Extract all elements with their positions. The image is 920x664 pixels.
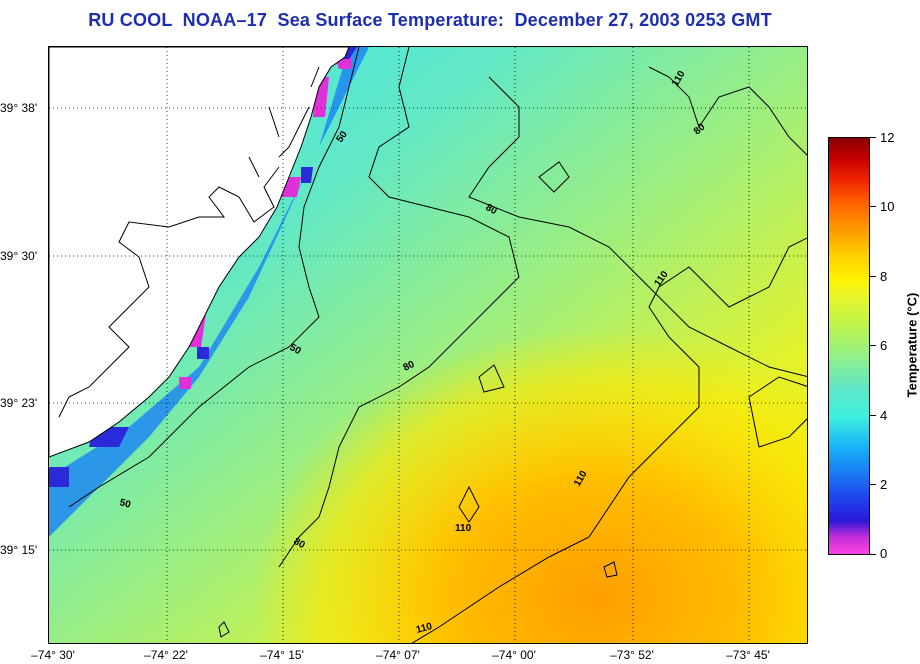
sst-map[interactable]: 110 80 50 80 110 50 80 110 50 80 110 110 [48, 46, 808, 644]
temperature-colorbar [828, 137, 870, 555]
lat-label: 39° 15' [0, 543, 38, 557]
colorbar-tick: 6 [880, 338, 888, 353]
lon-label: –73° 45' [726, 648, 770, 662]
colorbar-tick: 4 [880, 408, 888, 423]
contour-label: 80 [402, 359, 417, 374]
colorbar-tick: 0 [880, 546, 888, 561]
bay-outlines [58, 66, 320, 418]
map-title: RU COOL NOAA–17 Sea Surface Temperature:… [88, 10, 772, 30]
contour-label: 80 [484, 202, 500, 217]
colorbar-tick: 8 [880, 269, 888, 284]
contour-lines [68, 47, 807, 643]
contour-label: 50 [288, 342, 304, 357]
contour-label: 50 [118, 497, 132, 511]
colorbar-tick: 10 [880, 199, 895, 214]
colorbar-tick: 12 [880, 130, 895, 145]
colorbar-label: Temperature (°C) [904, 292, 920, 398]
contour-label-group: 110 80 50 80 110 50 80 110 50 80 110 110 [118, 69, 708, 636]
lat-label: 39° 30' [0, 249, 38, 263]
lon-label: –74° 30' [31, 648, 75, 662]
lat-label: 39° 38' [0, 101, 38, 115]
graticule [49, 47, 807, 643]
contour-label: 110 [415, 621, 434, 636]
lon-label: –74° 00' [492, 648, 536, 662]
sst-map-graphic: 110 80 50 80 110 50 80 110 50 80 110 110 [49, 47, 807, 643]
colorbar-tick: 2 [880, 477, 888, 492]
contour-label: 110 [455, 523, 472, 534]
coastal-cold-band [49, 47, 369, 537]
contour-label: 80 [292, 536, 308, 551]
lon-label: –74° 22' [144, 648, 188, 662]
new-jersey-land [49, 47, 350, 458]
lon-label: –74° 07' [376, 648, 420, 662]
lon-label: –73° 52' [610, 648, 654, 662]
lat-label: 39° 23' [0, 396, 38, 410]
lon-label: –74° 15' [260, 648, 304, 662]
